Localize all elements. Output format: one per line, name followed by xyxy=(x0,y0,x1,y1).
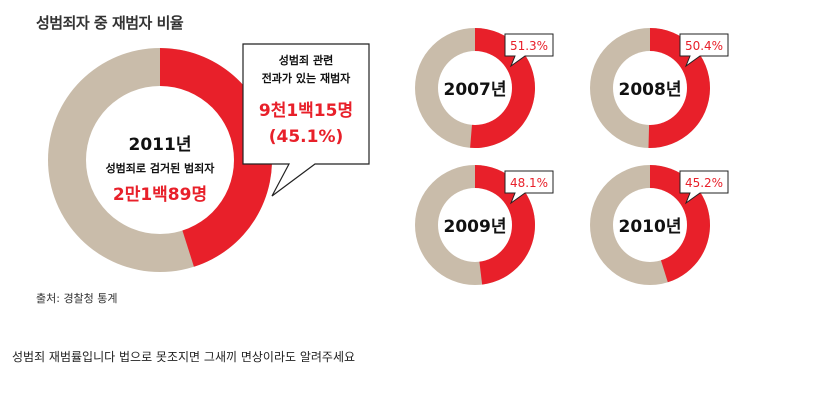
percent-label: 45.2% xyxy=(685,176,723,190)
subtitle-label: 성범죄로 검거된 범죄자 xyxy=(106,161,216,175)
donut-hole xyxy=(438,188,512,262)
donut-hole xyxy=(613,188,687,262)
percent-label: 50.4% xyxy=(685,39,723,53)
donut-hole xyxy=(438,51,512,125)
year-label: 2008년 xyxy=(619,80,682,100)
percent-callout-box xyxy=(679,33,729,68)
percent-label: (45.1%) xyxy=(269,127,344,147)
total-label: 2만1백89명 xyxy=(113,185,207,205)
donut-hole xyxy=(613,51,687,125)
year-label: 2007년 xyxy=(444,80,507,100)
post-caption: 성범죄 재범률입니다 법으로 못조지면 그새끼 면상이라도 알려주세요 xyxy=(12,350,356,364)
count-label: 9천1백15명 xyxy=(259,101,353,121)
callout-line: 성범죄 관련 xyxy=(279,53,333,67)
percent-callout-box xyxy=(679,170,729,205)
percent-label: 51.3% xyxy=(510,39,548,53)
percent-callout-box xyxy=(504,170,554,205)
callout-line: 전과가 있는 재범자 xyxy=(262,71,351,85)
donut-hole xyxy=(86,86,234,234)
callout-box xyxy=(242,43,370,197)
year-label: 2009년 xyxy=(444,217,507,237)
chart-title: 성범죄자 중 재범자 비율 xyxy=(36,14,184,32)
year-label: 2010년 xyxy=(619,217,682,237)
year-label: 2011년 xyxy=(129,135,192,155)
percent-callout-box xyxy=(504,33,554,68)
percent-label: 48.1% xyxy=(510,176,548,190)
source-note: 출처: 경찰청 통계 xyxy=(36,292,118,305)
